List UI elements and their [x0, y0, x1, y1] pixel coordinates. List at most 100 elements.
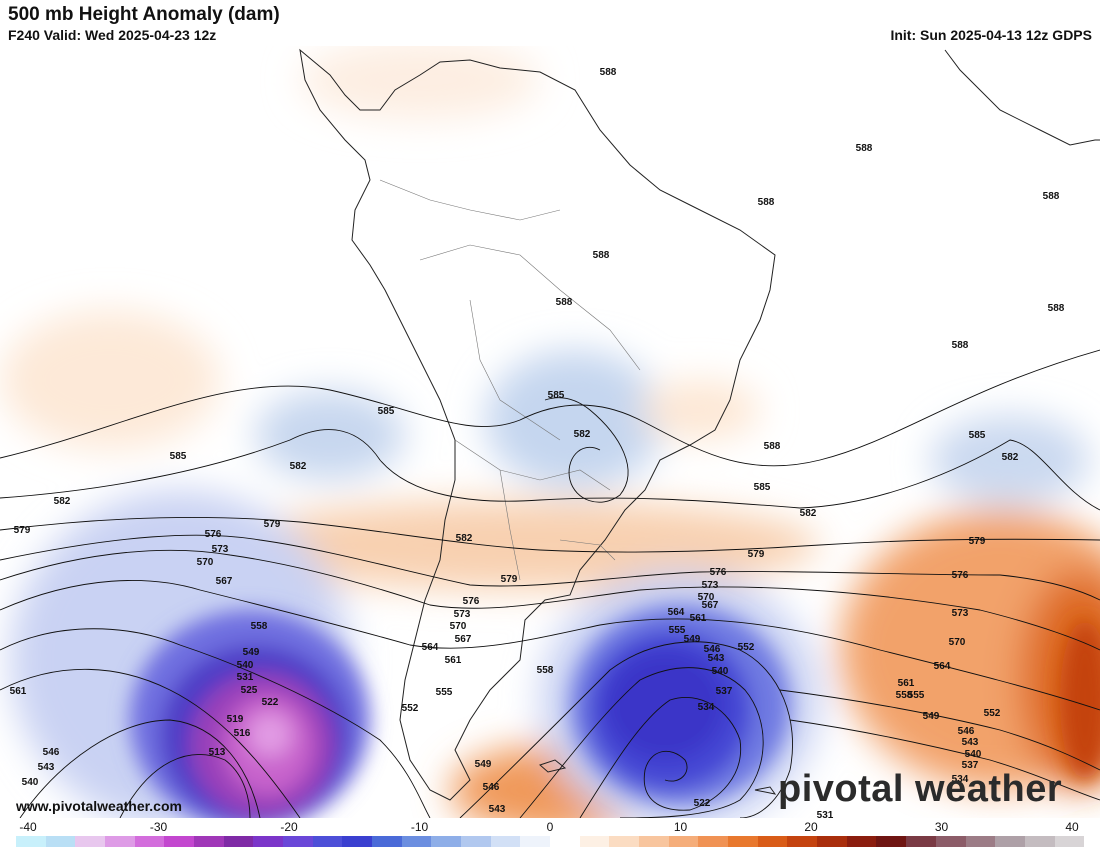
- contour-label: 588: [952, 340, 969, 351]
- contour-label: 576: [205, 529, 222, 540]
- contour-label: 573: [702, 580, 719, 591]
- contour-label: 546: [958, 726, 975, 737]
- contour-label: 546: [704, 644, 721, 655]
- height-contours: [0, 349, 1100, 818]
- contour-label: 582: [574, 429, 591, 440]
- contour-label: 576: [710, 567, 727, 578]
- contour-label: 537: [962, 760, 979, 771]
- colorbar-swatch: [194, 836, 224, 847]
- colorbar-swatch: [372, 836, 402, 847]
- colorbar-swatch: [223, 836, 254, 847]
- contour-label: 585: [548, 390, 565, 401]
- colorbar-swatch: [283, 836, 313, 847]
- contour-label: 525: [241, 685, 258, 696]
- contour-label: 546: [43, 747, 60, 758]
- init-time: Init: Sun 2025-04-13 12z GDPS: [890, 27, 1092, 43]
- colorbar-swatch: [520, 836, 551, 847]
- contour-labels: 588 588 588 588 588 588 588 588 588 585 585 585 585 5…: [10, 67, 1065, 818]
- contour-label: 558: [251, 621, 268, 632]
- contour-label: 582: [54, 496, 71, 507]
- colorbar-swatch: [698, 836, 729, 847]
- contour-label: 582: [800, 508, 817, 519]
- contour-label: 570: [197, 557, 214, 568]
- colorbar-swatch: [312, 836, 343, 847]
- contour-label: 555: [908, 690, 925, 701]
- contour-label: 585: [754, 482, 771, 493]
- colorbar-swatch: [134, 836, 165, 847]
- contour-label: 549: [243, 647, 260, 658]
- contour-label: 540: [237, 660, 254, 671]
- colorbar-tick-label: -20: [280, 820, 298, 834]
- contour-label: 588: [1048, 303, 1065, 314]
- contour-label: 576: [463, 596, 480, 607]
- colorbar-swatch: [668, 836, 699, 847]
- contour-label: 534: [698, 702, 715, 713]
- land-outlines: [299, 48, 1100, 801]
- contour-label: 519: [227, 714, 244, 725]
- contour-label: 588: [764, 441, 781, 452]
- contour-label: 558: [537, 665, 554, 676]
- contour-label: 564: [934, 661, 951, 672]
- colorbar-swatch: [876, 836, 907, 847]
- contour-label: 549: [475, 759, 492, 770]
- colorbar-swatch: [342, 836, 373, 847]
- contour-label: 531: [817, 810, 834, 818]
- website-watermark: www.pivotalweather.com: [16, 798, 182, 814]
- colorbar-tick-label: 20: [804, 820, 818, 834]
- colorbar-tick-label: 0: [546, 820, 554, 834]
- contour-label: 552: [738, 642, 755, 653]
- colorbar-tick-label: 30: [934, 820, 949, 834]
- colorbar-swatch: [461, 836, 491, 847]
- south-georgia-outline: [754, 786, 777, 795]
- colorbar-swatch: [846, 836, 877, 847]
- contour-label: 573: [212, 544, 229, 555]
- contour-label: 573: [952, 608, 969, 619]
- contour-label: 546: [483, 782, 500, 793]
- contour-label: 582: [290, 461, 307, 472]
- colorbar-swatch: [164, 836, 195, 847]
- colorbar-swatch: [550, 836, 580, 847]
- colorbar-tick-label: -10: [410, 820, 429, 834]
- contour-label: 555: [436, 687, 453, 698]
- contour-label: 543: [962, 737, 979, 748]
- colorbar-swatch: [75, 836, 106, 847]
- map-title: 500 mb Height Anomaly (dam): [8, 4, 280, 25]
- contour-label: 585: [170, 451, 187, 462]
- contour-label: 570: [949, 637, 966, 648]
- colorbar: [16, 836, 1085, 847]
- colorbar-swatch: [906, 836, 936, 847]
- contour-label: 570: [698, 592, 715, 603]
- colorbar-swatch: [579, 836, 610, 847]
- contour-label: 588: [593, 250, 610, 261]
- contour-label: 540: [712, 666, 729, 677]
- contour-label: 588: [856, 143, 873, 154]
- falklands-outline: [539, 759, 567, 773]
- contour-label: 588: [556, 297, 573, 308]
- contour-label: 549: [684, 634, 701, 645]
- contour-label: 579: [748, 549, 765, 560]
- contour-label: 576: [952, 570, 969, 581]
- contour-label: 552: [402, 703, 419, 714]
- contour-label: 582: [1002, 452, 1019, 463]
- political-borders: [379, 179, 641, 581]
- contour-label: 558: [896, 690, 913, 701]
- colorbar-tick-label: 40: [1065, 820, 1079, 834]
- colorbar-swatch: [105, 836, 135, 847]
- contour-label: 579: [14, 525, 31, 536]
- contour-label: 573: [454, 609, 471, 620]
- contour-label: 552: [984, 708, 1001, 719]
- contour-label: 522: [694, 798, 711, 809]
- anomaly-shading: [0, 46, 1100, 818]
- contour-label: 588: [1043, 191, 1060, 202]
- colorbar-swatch: [995, 836, 1025, 847]
- africa-outline: [944, 49, 1100, 146]
- colorbar-swatch: [45, 836, 76, 847]
- contour-label: 579: [264, 519, 281, 530]
- contour-label: 585: [969, 430, 986, 441]
- colorbar-swatch: [16, 836, 46, 847]
- colorbar-swatch: [817, 836, 847, 847]
- contour-label: 540: [22, 777, 39, 788]
- contour-label: 549: [923, 711, 940, 722]
- colorbar-tick-label: -40: [19, 820, 37, 834]
- colorbar-swatch: [639, 836, 669, 847]
